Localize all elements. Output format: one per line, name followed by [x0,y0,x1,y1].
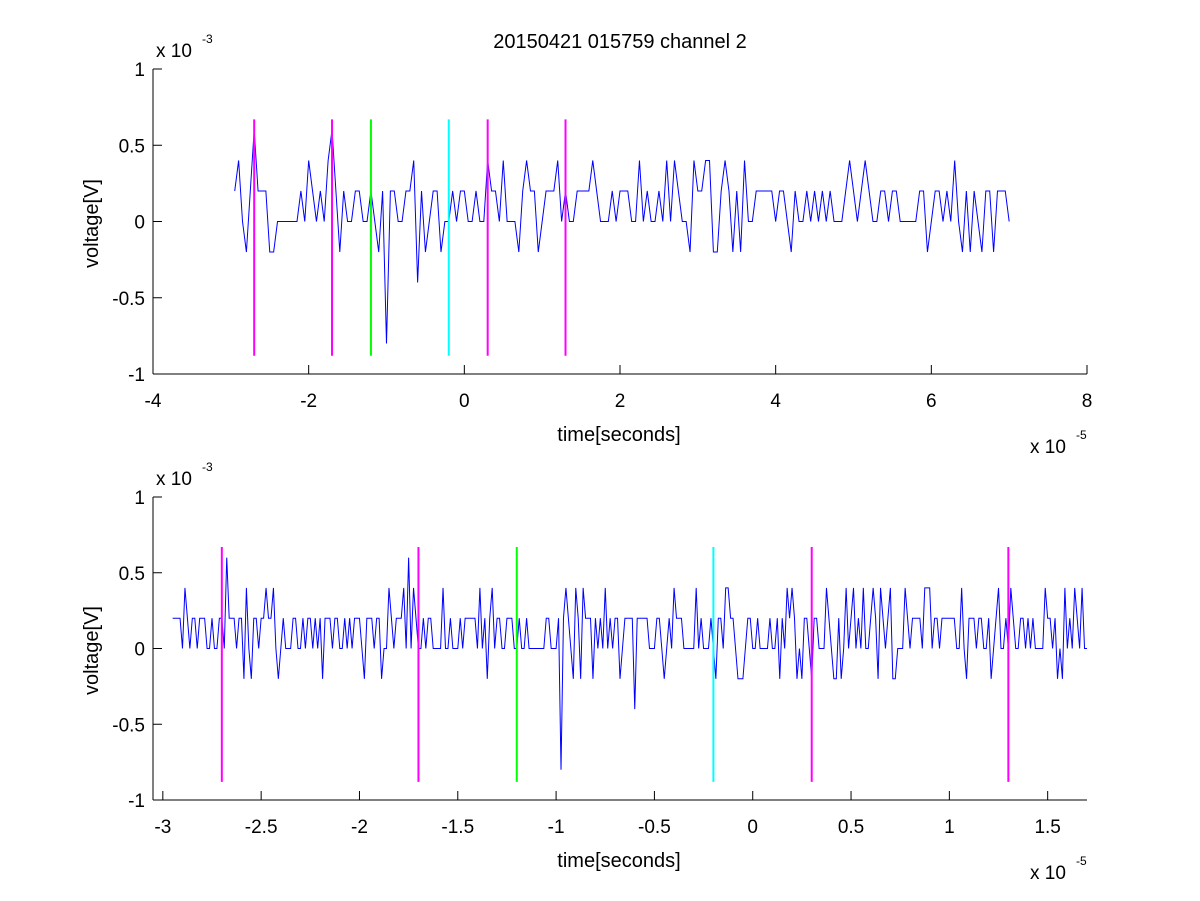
signal-series [172,557,1087,770]
x-tick-label: -2.5 [245,817,278,838]
x-axis-title: time[seconds] [557,850,680,872]
bottom-panel: -3 -2.5 -2 -1.5 -1 -0.5 0 0.5 1 1.5 -1 -0.5 0 0.5 1 tim… [81,460,1087,884]
x-tick-label: 4 [770,391,781,412]
y-tick-label: 0 [134,213,145,234]
y-axis-title: voltage[V] [81,179,103,268]
y-multiplier-exponent: -3 [202,460,213,474]
x-tick-label: 6 [926,391,937,412]
x-multiplier: x 10 [1030,437,1066,458]
y-tick-label: -1 [128,791,145,812]
x-tick-label: -3 [154,817,171,838]
x-tick-label: 2 [615,391,626,412]
x-multiplier-exponent: -5 [1076,428,1087,442]
y-tick-label: 0.5 [119,564,145,585]
x-axis-title: time[seconds] [557,424,680,446]
x-tick-label: 0 [459,391,470,412]
top-panel: -4 -2 0 2 4 6 8 -1 -0.5 0 0.5 1 time[seconds] voltage… [81,32,1092,458]
y-multiplier: x 10 [156,41,192,62]
y-tick-label: -0.5 [112,715,145,736]
signal-series [234,129,1010,344]
y-tick-label: 1 [134,488,145,509]
y-axis-title: voltage[V] [81,606,103,695]
x-tick-label: -1.5 [441,817,474,838]
x-tick-label: 8 [1082,391,1093,412]
x-tick-label: -0.5 [638,817,671,838]
x-multiplier-exponent: -5 [1076,854,1087,868]
x-tick-label: -4 [145,391,162,412]
x-multiplier: x 10 [1030,863,1066,884]
y-tick-label: -1 [128,365,145,386]
x-tick-label: -1 [548,817,565,838]
x-tick-label: -2 [351,817,368,838]
x-tick-label: 0.5 [838,817,864,838]
y-tick-label: -0.5 [112,289,145,310]
x-tick-label: 1 [944,817,955,838]
y-multiplier: x 10 [156,469,192,490]
x-tick-label: 0 [747,817,758,838]
x-tick-label: 1.5 [1034,817,1060,838]
x-tick-label: -2 [300,391,317,412]
y-tick-label: 1 [134,60,145,81]
y-multiplier-exponent: -3 [202,32,213,46]
y-tick-label: 0.5 [119,136,145,157]
figure-title: 20150421 015759 channel 2 [493,31,747,53]
y-tick-label: 0 [134,640,145,661]
